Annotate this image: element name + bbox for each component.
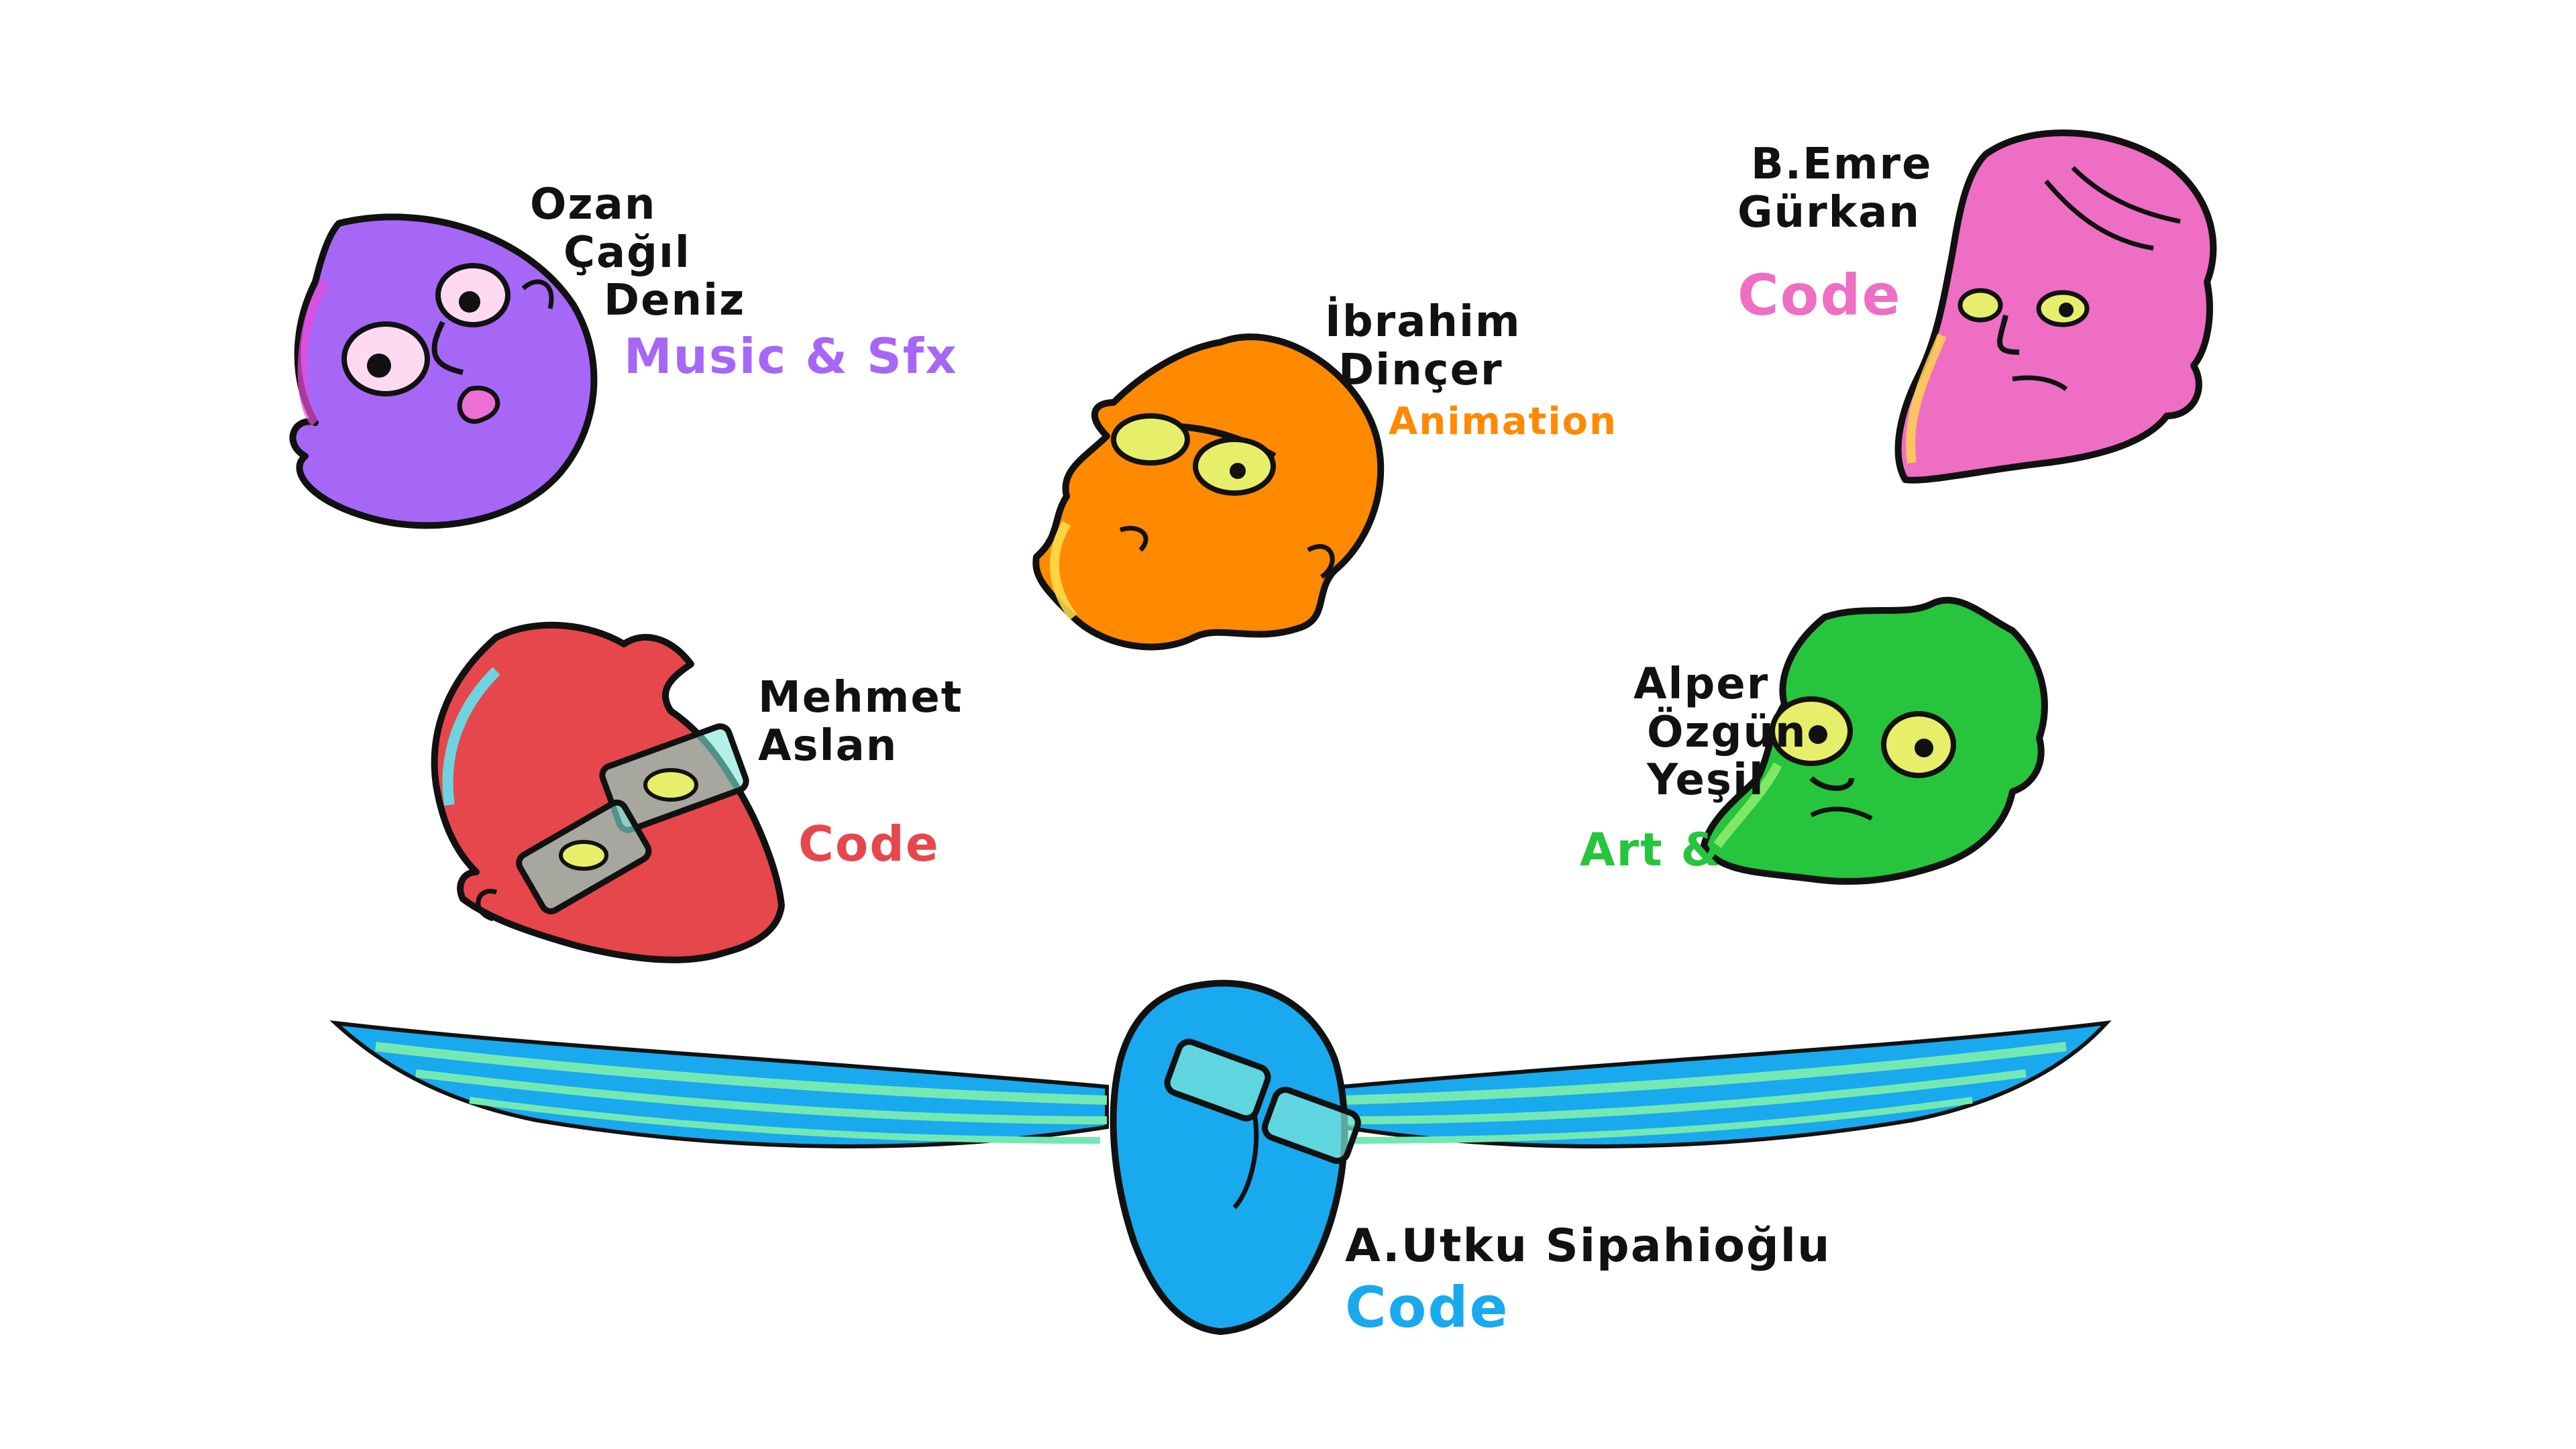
mehmet-head-illustration xyxy=(431,621,785,963)
member-emre-name-line-1: B.Emre xyxy=(1751,140,1933,189)
member-emre-name-line-2: Gürkan xyxy=(1737,187,1921,237)
member-ibrahim-role: Animation xyxy=(1389,400,1617,444)
ozan-head-illustration xyxy=(289,213,598,529)
member-mehmet-label: Mehmet Aslan Code xyxy=(758,674,963,871)
member-utku-role: Code xyxy=(1345,1275,1509,1341)
member-mehmet-role: Code xyxy=(798,816,940,873)
utku-head-illustration xyxy=(329,979,2112,1335)
member-utku-label: A.Utku Sipahioğlu Code xyxy=(1345,1220,1831,1341)
member-alper-name-line-1: Alper xyxy=(1633,659,1770,709)
member-emre-label: B.Emre Gürkan Code xyxy=(1737,140,1933,329)
member-alper-name-line-3: Yeşil xyxy=(1647,755,1765,806)
member-alper-name-line-2: Özgün xyxy=(1647,707,1807,757)
ibrahim-head-illustration xyxy=(1032,333,1385,651)
member-ozan-name-line-2: Çağıl xyxy=(564,227,691,278)
member-mehmet-name-line-2: Aslan xyxy=(758,720,898,771)
member-alper-label: Alper Özgün Yeşil Art & Design xyxy=(1580,659,1924,877)
member-ibrahim-name-line-2: Dinçer xyxy=(1338,345,1503,395)
member-ozan-role: Music & Sfx xyxy=(624,328,958,385)
member-ozan-name-line-1: Ozan xyxy=(530,180,657,229)
member-mehmet-name-line-1: Mehmet xyxy=(758,673,963,722)
member-ozan-label: Ozan Çağıl Deniz Music & Sfx xyxy=(530,180,958,385)
member-emre-role: Code xyxy=(1737,262,1902,329)
member-ibrahim-label: İbrahim Dinçer Animation xyxy=(1325,297,1617,444)
member-alper-role: Art & Design xyxy=(1580,824,1924,877)
member-ozan-name-line-3: Deniz xyxy=(604,276,746,326)
member-utku-name-line-1: A.Utku Sipahioğlu xyxy=(1345,1220,1831,1273)
member-ibrahim-name-line-1: İbrahim xyxy=(1325,297,1521,347)
alper-head-illustration xyxy=(1701,596,2048,885)
emre-head-illustration xyxy=(1894,129,2217,484)
